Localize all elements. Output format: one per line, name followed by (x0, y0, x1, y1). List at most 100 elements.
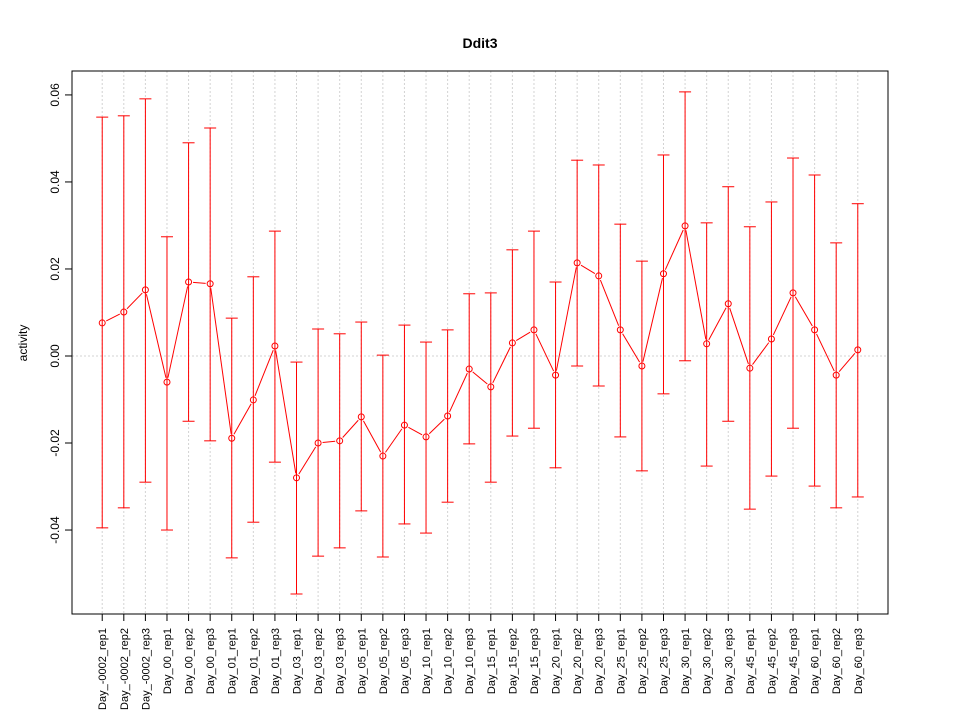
data-point (400, 421, 408, 429)
series-line-segment (555, 267, 577, 371)
data-point (422, 433, 430, 441)
x-tick-label: Day_30_rep3 (723, 628, 735, 694)
x-tick-label: Day_15_rep1 (486, 628, 498, 694)
series-line-segment (472, 371, 488, 385)
data-point (508, 339, 516, 347)
x-tick-label: Day_03_rep3 (335, 628, 347, 694)
data-point (595, 272, 603, 280)
x-tick-label: Day_10_rep1 (421, 628, 433, 694)
series-line-segment (752, 342, 770, 365)
x-tick-label: Day_60_rep2 (831, 628, 843, 694)
series-line-segment (342, 419, 359, 438)
data-point (659, 270, 667, 278)
data-point (767, 335, 775, 343)
x-tick-label: Day_-0002_rep2 (119, 628, 131, 710)
data-point (724, 300, 732, 308)
y-tick-label: 0.04 (48, 170, 62, 194)
x-tick-label: Day_01_rep3 (270, 628, 282, 694)
series-line-segment (210, 288, 232, 434)
data-point (206, 280, 214, 288)
series-line-segment (193, 281, 206, 284)
data-point (530, 326, 538, 334)
series-line-segment (642, 278, 663, 362)
series-line-segment (664, 229, 684, 270)
x-tick-label: Day_03_rep2 (313, 628, 325, 694)
data-point (487, 383, 495, 391)
series-line-segment (492, 346, 511, 384)
data-point (271, 342, 279, 350)
series-line-segment (772, 296, 792, 336)
data-point (163, 378, 171, 386)
data-marks (96, 91, 864, 595)
x-tick-label: Day_00_rep2 (184, 628, 196, 694)
x-tick-label: Day_30_rep2 (702, 628, 714, 694)
series-line-segment (428, 418, 445, 435)
x-tick-label: Day_01_rep1 (227, 628, 239, 694)
data-point (185, 278, 193, 286)
x-tick-label: Day_20_rep1 (551, 628, 563, 694)
x-tick-label: Day_45_rep1 (745, 628, 757, 694)
x-tick-label: Day_60_rep3 (853, 628, 865, 694)
y-tick-label: 0.06 (48, 83, 62, 107)
data-point (249, 396, 257, 404)
x-tick-label: Day_20_rep2 (572, 628, 584, 694)
series-line-segment (580, 264, 596, 275)
series-line-segment (685, 230, 707, 340)
series-line-segment (363, 420, 382, 453)
data-point (314, 439, 322, 447)
data-point (681, 222, 689, 230)
x-tick-label: Day_00_rep1 (162, 628, 174, 694)
x-tick-label: Day_30_rep1 (680, 628, 692, 694)
data-point (444, 412, 452, 420)
data-point (141, 286, 149, 294)
series-line-segment (708, 307, 727, 341)
series-line-segment (622, 333, 641, 363)
y-tick-label: -0.04 (48, 516, 62, 544)
data-point (552, 371, 560, 379)
grid (72, 71, 888, 614)
data-point (703, 340, 711, 348)
x-tick-label: Day_45_rep2 (766, 628, 778, 694)
series-line-segment (535, 333, 555, 372)
data-point (357, 413, 365, 421)
x-tick-label: Day_-0002_rep1 (97, 628, 109, 710)
series-line-segment (254, 349, 274, 396)
series-line-segment (275, 350, 297, 474)
data-point (573, 259, 581, 267)
y-tick-label: 0.02 (48, 257, 62, 281)
x-tick-label: Day_01_rep2 (248, 628, 260, 694)
x-tick-label: Day_10_rep2 (443, 628, 455, 694)
x-tick-label: Day_20_rep3 (594, 628, 606, 694)
x-tick-label: Day_05_rep2 (378, 628, 390, 694)
data-point (638, 362, 646, 370)
x-tick-label: Day_25_rep1 (615, 628, 627, 694)
series-line-segment (322, 440, 336, 444)
x-tick-label: Day_10_rep3 (464, 628, 476, 694)
y-tick-label: -0.02 (48, 429, 62, 457)
data-point (465, 365, 473, 373)
x-tick-label: Day_25_rep3 (658, 628, 670, 694)
series-line-segment (145, 294, 167, 378)
data-point (98, 319, 106, 327)
data-point (789, 289, 797, 297)
x-tick-label: Day_25_rep2 (637, 628, 649, 694)
series-line-segment (298, 446, 317, 475)
data-point (832, 371, 840, 379)
series-line-segment (515, 331, 531, 342)
series-line-segment (599, 279, 620, 326)
data-point (746, 364, 754, 372)
x-tick-label: Day_-0002_rep3 (140, 628, 152, 710)
plot-frame (71, 70, 889, 615)
x-tick-label: Day_05_rep3 (399, 628, 411, 694)
series-line-segment (408, 426, 423, 436)
series-line-segment (729, 307, 749, 365)
data-point (379, 452, 387, 460)
x-tick-label: Day_45_rep3 (788, 628, 800, 694)
series-line-segment (816, 333, 835, 372)
data-point (616, 326, 624, 334)
chart-title: Ddit3 (463, 35, 498, 51)
data-point (293, 474, 301, 482)
series-line-segment (233, 403, 252, 435)
y-tick-label: 0.00 (48, 344, 62, 368)
